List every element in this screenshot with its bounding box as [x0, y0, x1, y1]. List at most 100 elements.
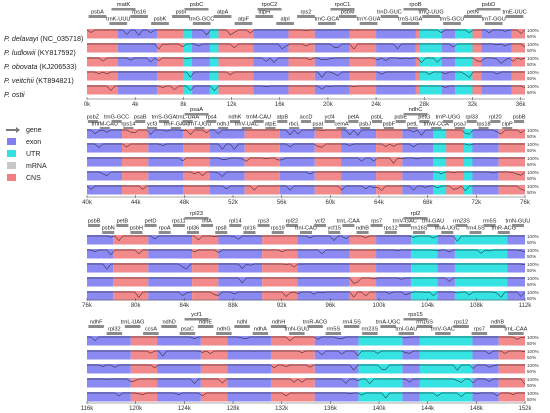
- gene-arrow: [216, 332, 232, 335]
- conservation-region: [262, 263, 298, 273]
- pct-label: 100%: [527, 391, 539, 396]
- gene-label: ndhG: [217, 327, 231, 333]
- gene-label: psbM: [341, 10, 355, 16]
- x-tick-label: 132k: [275, 406, 289, 412]
- pct-label: 50%: [527, 162, 536, 167]
- gene-label: rps11: [172, 219, 186, 225]
- identity-profile: [86, 185, 526, 192]
- utr-region: [209, 43, 219, 53]
- conservation-region: [117, 85, 158, 95]
- conservation-region: [227, 392, 271, 402]
- conservation-region: [148, 185, 184, 195]
- legend-label: exon: [26, 139, 41, 146]
- gene-arrow: [158, 120, 169, 123]
- gene-label: trnN-GUU: [284, 327, 309, 333]
- gene-label: trnS-GCU: [440, 17, 465, 23]
- x-tick-label: 148k: [470, 406, 484, 412]
- conservation-region: [279, 185, 315, 195]
- identity-profile: [87, 364, 525, 371]
- gene-label: psaC: [181, 327, 194, 333]
- conservation-region: [454, 235, 508, 245]
- conservation-region: [209, 185, 245, 195]
- conservation-region: [209, 129, 245, 139]
- identity-profile: [86, 29, 526, 36]
- conservation-region: [87, 235, 114, 245]
- gene-label: rps14: [121, 122, 135, 128]
- pct-label: 50%: [527, 34, 536, 39]
- conservation-region: [209, 171, 245, 181]
- x-tick-label: 92k: [277, 303, 288, 309]
- utr-region: [419, 85, 442, 95]
- gene-label: rrn5S: [483, 219, 497, 225]
- conservation-region: [314, 129, 342, 139]
- gene-label: psbI: [176, 10, 187, 16]
- conservation-region: [411, 263, 438, 273]
- conservation-region: [288, 57, 315, 67]
- utr-region: [183, 29, 193, 39]
- conservation-region: [183, 171, 210, 181]
- x-tick-label: 48k: [179, 200, 190, 206]
- conservation-region: [376, 263, 412, 273]
- conservation-region: [314, 85, 350, 95]
- conservation-region: [402, 143, 438, 153]
- gene-arrow: [88, 224, 101, 227]
- conservation-region: [253, 57, 289, 67]
- gene-label: psaI: [313, 122, 324, 128]
- alignment-panel: psbZtrnfM-CAUtrnG-GCCrps14psaBycf3trnS-G…: [82, 107, 539, 206]
- conservation-region: [87, 263, 114, 273]
- gene-arrow: [324, 120, 335, 123]
- conservation-region: [463, 171, 499, 181]
- conservation-region: [419, 364, 473, 374]
- alignment-panels: psbAtrnK-UUUrps16psbKpsbItrnG-GCCatpAatp…: [81, 2, 539, 412]
- gene-arrow: [314, 224, 327, 227]
- gene-arrow: [348, 120, 359, 123]
- accession-id: (KT894821): [34, 76, 74, 85]
- conservation-region: [314, 336, 359, 346]
- gene-arrow: [111, 120, 122, 123]
- conservation-region: [454, 263, 508, 273]
- gene-arrow: [403, 113, 428, 116]
- conservation-region: [200, 350, 228, 360]
- gene-arrow: [476, 8, 501, 11]
- legend-label: mRNA: [26, 163, 47, 170]
- utr-region: [419, 71, 442, 81]
- gene-arrow: [413, 231, 426, 234]
- gene-arrow: [87, 120, 98, 123]
- gene-arrow: [497, 231, 510, 234]
- gene-arrow: [356, 231, 369, 234]
- species-name: P. veitchii (KT894821): [4, 76, 74, 85]
- conservation-region: [122, 157, 149, 167]
- gene-label: trnV-GAC: [431, 327, 455, 333]
- conservation-region: [218, 291, 263, 301]
- gene-label: petG: [418, 115, 430, 121]
- gene-label: psbF: [383, 122, 396, 128]
- species-track: 100%50%: [87, 391, 539, 403]
- conservation-region: [433, 57, 464, 67]
- gene-label: petL: [407, 122, 418, 128]
- gene-arrow: [383, 127, 394, 130]
- species-track: 100%50%: [87, 70, 539, 82]
- conservation-region: [349, 249, 377, 259]
- x-tick-label: 124k: [178, 406, 192, 412]
- gene-arrow: [170, 127, 181, 130]
- gene-label: trnL-CAA: [504, 327, 527, 333]
- conservation-region: [192, 263, 219, 273]
- x-tick-label: 104k: [421, 303, 435, 309]
- conservation-region: [349, 43, 377, 53]
- gene-label: ndhJ: [217, 122, 229, 128]
- gene-label: rrn23S: [453, 219, 470, 225]
- conservation-region: [463, 129, 499, 139]
- x-tick-label: 64k: [374, 200, 385, 206]
- gene-arrow: [184, 217, 209, 220]
- x-tick-label: 140k: [372, 406, 386, 412]
- conservation-region: [253, 29, 289, 39]
- identity-profile: [87, 171, 526, 177]
- pct-label: 100%: [527, 28, 539, 33]
- x-tick-label: 0k: [84, 102, 91, 108]
- conservation-region: [192, 249, 219, 259]
- gene-arrow: [407, 127, 418, 130]
- conservation-region: [87, 85, 118, 95]
- conservation-region: [218, 277, 263, 287]
- conservation-region: [87, 29, 118, 39]
